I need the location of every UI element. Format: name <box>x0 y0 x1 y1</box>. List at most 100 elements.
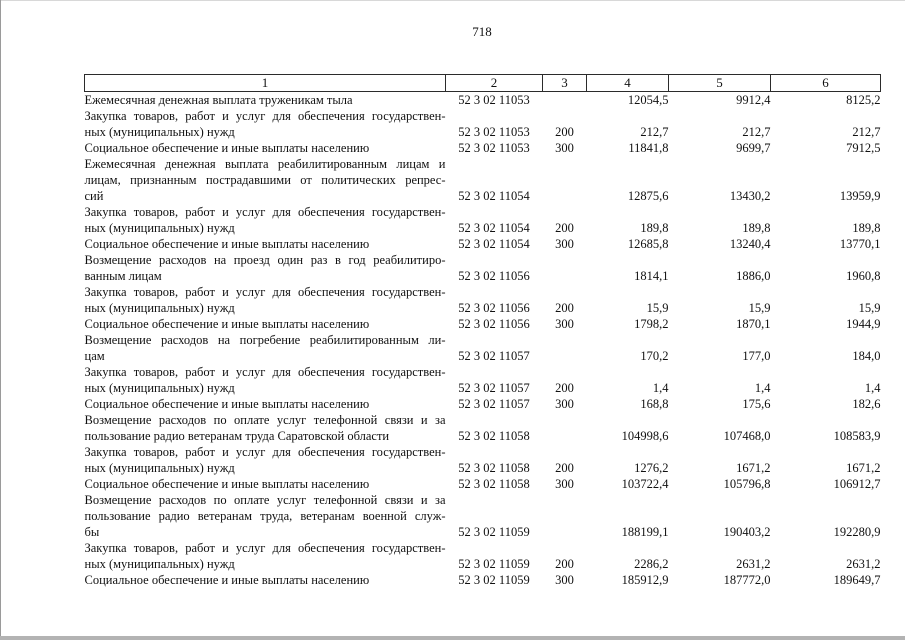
expense-label-cell: Возмещение расходов по оплате услуг теле… <box>85 412 446 444</box>
table-body: Ежемесячная денежная выплата труженикам … <box>85 92 881 589</box>
expense-type-cell <box>543 412 587 444</box>
table-row: Возмещение расходов на погребение реабил… <box>85 332 881 364</box>
amount-year2-cell: 15,9 <box>748 301 771 315</box>
expense-type-cell <box>543 92 587 109</box>
expense-type-cell <box>543 156 587 204</box>
expense-type-cell: 200 <box>555 557 574 571</box>
expense-label-line: Закупка товаров, работ и услуг для обесп… <box>84 365 446 379</box>
expense-label-line: Возмещение расходов по оплате услуг теле… <box>84 493 446 507</box>
amount-year2-cell: 190403,2 <box>723 525 771 539</box>
expense-type-cell: 200 <box>555 461 574 475</box>
budget-code-cell: 52 3 02 11056 <box>458 301 530 315</box>
amount-year2-cell: 177,0 <box>742 349 771 363</box>
expense-type-cell: 300 <box>555 317 574 331</box>
amount-year1-cell: 11841,8 <box>628 141 669 155</box>
table-row: Ежемесячная денежная выплата реабилитиро… <box>85 156 881 204</box>
expense-type-cell: 300 <box>555 477 574 491</box>
amount-year1-cell: 1798,2 <box>634 317 669 331</box>
expense-label-line: Закупка товаров, работ и услуг для обесп… <box>84 285 446 299</box>
amount-year3-cell: 15,9 <box>858 301 881 315</box>
amount-year2-cell: 175,6 <box>742 397 771 411</box>
amount-year2-cell: 2631,2 <box>736 557 771 571</box>
amount-year3-cell: 7912,5 <box>846 141 881 155</box>
budget-code-cell: 52 3 02 11053 <box>458 93 530 107</box>
budget-code-cell: 52 3 02 11056 <box>458 317 530 331</box>
amount-year2-cell: 107468,0 <box>723 429 771 443</box>
budget-code-cell: 52 3 02 11057 <box>458 381 530 395</box>
expense-label-cell: Закупка товаров, работ и услуг для обесп… <box>85 204 446 236</box>
table-row: Социальное обеспечение и иные выплаты на… <box>85 572 881 588</box>
budget-code-cell: 52 3 02 11058 <box>458 461 530 475</box>
amount-year1-cell: 188199,1 <box>621 525 669 539</box>
table-row: Возмещение расходов по оплате услуг теле… <box>85 412 881 444</box>
table-row: Социальное обеспечение и иные выплаты на… <box>85 476 881 492</box>
budget-code-cell: 52 3 02 11056 <box>458 269 530 283</box>
amount-year1-cell: 12685,8 <box>627 237 669 251</box>
expense-label-line: Возмещение расходов по оплате услуг теле… <box>84 413 446 427</box>
amount-year2-cell: 105796,8 <box>723 477 771 491</box>
expense-type-cell: 200 <box>555 125 574 139</box>
page-edge-top <box>0 0 905 1</box>
expense-label-line: Социальное обеспечение и иные выплаты на… <box>84 397 370 411</box>
column-header: 2 <box>445 74 543 92</box>
amount-year2-cell: 189,8 <box>742 221 771 235</box>
amount-year3-cell: 2631,2 <box>846 557 881 571</box>
table-row: Возмещение расходов на проезд один раз в… <box>85 252 881 284</box>
expense-label-cell: Закупка товаров, работ и услуг для обесп… <box>85 444 446 476</box>
expense-label-cell: Закупка товаров, работ и услуг для обесп… <box>85 364 446 396</box>
budget-code-cell: 52 3 02 11053 <box>458 141 530 155</box>
amount-year2-cell: 9699,7 <box>736 141 771 155</box>
column-header: 4 <box>586 74 669 92</box>
amount-year2-cell: 1870,1 <box>736 317 771 331</box>
amount-year3-cell: 1944,9 <box>846 317 881 331</box>
expense-label-line: цам <box>84 349 105 363</box>
expense-type-cell <box>543 492 587 540</box>
table-row: Закупка товаров, работ и услуг для обесп… <box>85 364 881 396</box>
table-row: Социальное обеспечение и иные выплаты на… <box>85 316 881 332</box>
amount-year3-cell: 1671,2 <box>846 461 881 475</box>
budget-code-cell: 52 3 02 11054 <box>458 237 530 251</box>
expense-label-cell: Социальное обеспечение и иные выплаты на… <box>85 236 446 252</box>
table-row: Закупка товаров, работ и услуг для обесп… <box>85 108 881 140</box>
amount-year3-cell: 189,8 <box>852 221 881 235</box>
page-edge-bottom <box>0 636 905 640</box>
expense-label-line: Социальное обеспечение и иные выплаты на… <box>84 477 370 491</box>
amount-year1-cell: 189,8 <box>640 221 669 235</box>
expense-type-cell <box>543 252 587 284</box>
expense-label-cell: Ежемесячная денежная выплата труженикам … <box>85 92 446 109</box>
budget-code-cell: 52 3 02 11057 <box>458 397 530 411</box>
expense-label-line: ных (муниципальных) нужд <box>84 301 235 315</box>
expense-type-cell <box>543 332 587 364</box>
expense-type-cell: 200 <box>555 301 574 315</box>
amount-year3-cell: 212,7 <box>852 125 881 139</box>
amount-year3-cell: 192280,9 <box>833 525 881 539</box>
expense-label-line: ных (муниципальных) нужд <box>84 557 235 571</box>
amount-year3-cell: 184,0 <box>852 349 881 363</box>
expense-type-cell: 300 <box>555 141 574 155</box>
amount-year1-cell: 103722,4 <box>621 477 669 491</box>
expense-type-cell: 200 <box>555 381 574 395</box>
amount-year1-cell: 1814,1 <box>634 269 669 283</box>
expense-type-cell: 300 <box>555 397 574 411</box>
expense-label-line: Социальное обеспечение и иные выплаты на… <box>84 573 370 587</box>
expense-label-line: ных (муниципальных) нужд <box>84 381 235 395</box>
table-row: Ежемесячная денежная выплата труженикам … <box>85 92 881 109</box>
expense-label-line: Ежемесячная денежная выплата труженикам … <box>84 93 353 107</box>
amount-year1-cell: 212,7 <box>640 125 669 139</box>
budget-code-cell: 52 3 02 11057 <box>458 349 530 363</box>
table-row: Закупка товаров, работ и услуг для обесп… <box>85 540 881 572</box>
budget-code-cell: 52 3 02 11059 <box>458 557 530 571</box>
amount-year2-cell: 13240,4 <box>729 237 771 251</box>
budget-table: 1 2 3 4 5 6 Ежемесячная денежная выплата… <box>84 74 881 588</box>
column-header: 5 <box>668 74 771 92</box>
column-header: 1 <box>84 74 446 92</box>
expense-label-cell: Возмещение расходов по оплате услуг теле… <box>85 492 446 540</box>
amount-year1-cell: 104998,6 <box>621 429 669 443</box>
amount-year1-cell: 168,8 <box>640 397 669 411</box>
amount-year2-cell: 1,4 <box>754 381 771 395</box>
expense-type-cell: 300 <box>555 237 574 251</box>
amount-year2-cell: 1671,2 <box>736 461 771 475</box>
expense-label-line: Закупка товаров, работ и услуг для обесп… <box>84 541 446 555</box>
expense-type-cell: 200 <box>555 221 574 235</box>
expense-label-line: Социальное обеспечение и иные выплаты на… <box>84 237 370 251</box>
